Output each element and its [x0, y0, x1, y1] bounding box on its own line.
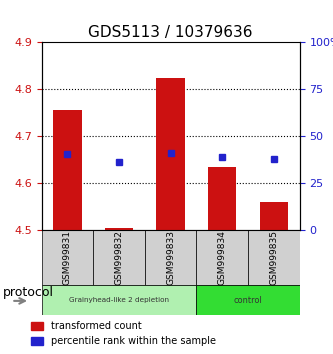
Text: GSM999831: GSM999831 — [63, 230, 72, 285]
Text: GSM999832: GSM999832 — [115, 230, 124, 285]
Title: GDS5113 / 10379636: GDS5113 / 10379636 — [89, 25, 253, 40]
Text: control: control — [234, 296, 262, 305]
Bar — [208, 167, 236, 230]
Bar — [53, 110, 82, 230]
FancyBboxPatch shape — [93, 230, 145, 285]
Bar — [260, 202, 288, 230]
FancyBboxPatch shape — [42, 230, 93, 285]
FancyBboxPatch shape — [248, 230, 300, 285]
Text: Grainyhead-like 2 depletion: Grainyhead-like 2 depletion — [69, 297, 169, 303]
Legend: transformed count, percentile rank within the sample: transformed count, percentile rank withi… — [28, 319, 218, 349]
Bar — [105, 228, 133, 230]
FancyBboxPatch shape — [42, 285, 196, 315]
FancyBboxPatch shape — [145, 230, 196, 285]
FancyBboxPatch shape — [196, 230, 248, 285]
Text: GSM999833: GSM999833 — [166, 230, 175, 285]
Text: protocol: protocol — [3, 286, 54, 298]
Text: GSM999834: GSM999834 — [218, 230, 227, 285]
Bar — [157, 78, 185, 230]
FancyBboxPatch shape — [196, 285, 300, 315]
Text: GSM999835: GSM999835 — [269, 230, 278, 285]
